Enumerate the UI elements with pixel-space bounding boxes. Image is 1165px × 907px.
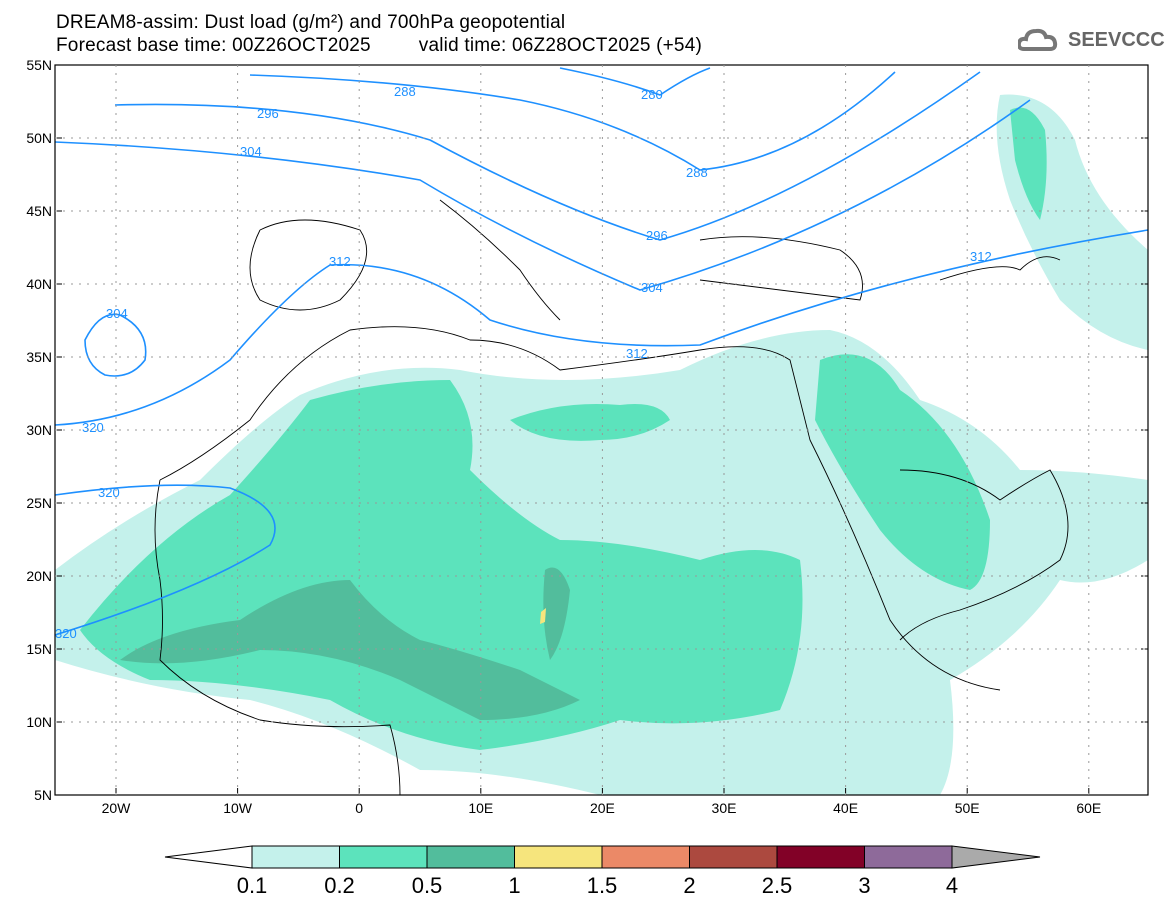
colorbar-swatch (776, 845, 865, 869)
colorbar-tick-label: 1 (508, 873, 520, 898)
seevccc-logo: SEEVCCC (1018, 27, 1165, 53)
colorbar-swatch (689, 845, 778, 869)
lat-tick-label: 20N (26, 568, 52, 584)
colorbar-high-arrow (951, 845, 1041, 869)
longitude-axis: 20W 10W 0 10E 20E 30E 40E 50E 60E (102, 65, 1101, 816)
contour-label: 288 (394, 84, 416, 99)
lat-tick-label: 5N (34, 787, 52, 803)
coastlines (154, 199, 1069, 796)
colorbar-low-arrow (164, 845, 253, 869)
lat-tick-label: 55N (26, 57, 52, 73)
lat-tick-label: 45N (26, 203, 52, 219)
dust-level-0-5 (120, 580, 580, 720)
lon-tick-label: 10W (223, 800, 253, 816)
geopotential-contours (54, 67, 1149, 636)
base-time: Forecast base time: 00Z26OCT2025 (56, 35, 371, 56)
logo-text: SEEVCCC (1068, 28, 1165, 51)
contour-label: 304 (641, 280, 663, 295)
colorbar-swatch (251, 845, 340, 869)
contour-label: 288 (686, 165, 708, 180)
contour-label: 304 (106, 306, 128, 321)
lat-tick-label: 15N (26, 641, 52, 657)
colorbar-tick-label: 0.1 (237, 873, 268, 898)
forecast-times: Forecast base time: 00Z26OCT2025 valid ti… (56, 35, 702, 57)
contour-label: 304 (240, 144, 262, 159)
colorbar: 0.1 0.2 0.5 1 1.5 2 2.5 3 4 (164, 845, 1041, 898)
lat-tick-label: 10N (26, 714, 52, 730)
dust-level-0-2-arabia (815, 354, 990, 590)
colorbar-tick-label: 4 (946, 873, 958, 898)
colorbar-swatch (339, 845, 428, 869)
dust-level-0-2-north (510, 404, 670, 441)
lon-tick-label: 20W (102, 800, 132, 816)
lon-tick-label: 30E (712, 800, 737, 816)
map-title: DREAM8-assim: Dust load (g/m²) and 700hP… (56, 12, 566, 33)
contour-label: 320 (55, 626, 77, 641)
contour-labels: 288 280 296 304 288 296 304 312 312 304 … (55, 84, 992, 641)
dust-level-0-2-caspian (1010, 107, 1047, 220)
lat-tick-label: 50N (26, 130, 52, 146)
colorbar-tick-label: 2.5 (762, 873, 793, 898)
lat-tick-label: 25N (26, 495, 52, 511)
contour-label: 296 (646, 228, 668, 243)
lon-tick-label: 60E (1076, 800, 1101, 816)
dust-level-1 (540, 608, 546, 624)
dust-level-0-5-chad (543, 567, 570, 660)
valid-time: valid time: 06Z28OCT2025 (+54) (418, 35, 702, 56)
lon-tick-label: 50E (955, 800, 980, 816)
colorbar-swatch (601, 845, 690, 869)
contour-label: 312 (970, 249, 992, 264)
lat-tick-label: 35N (26, 349, 52, 365)
lon-tick-label: 20E (590, 800, 615, 816)
contour-label: 296 (257, 106, 279, 121)
colorbar-swatch (426, 845, 515, 869)
colorbar-swatch (864, 845, 953, 869)
colorbar-tick-label: 0.2 (324, 873, 355, 898)
lon-tick-label: 40E (833, 800, 858, 816)
cloud-icon (1018, 28, 1058, 51)
lon-tick-label: 0 (355, 800, 363, 816)
contour-label: 280 (641, 87, 663, 102)
contour-label: 312 (329, 254, 351, 269)
latitude-axis: 55N 50N 45N 40N 35N 30N 25N 20N 15N 10N 5N (26, 57, 1148, 803)
lat-tick-label: 30N (26, 422, 52, 438)
colorbar-tick-label: 3 (858, 873, 870, 898)
colorbar-swatch (514, 845, 603, 869)
lat-tick-label: 40N (26, 276, 52, 292)
dust-field (55, 94, 1148, 795)
colorbar-tick-label: 2 (683, 873, 695, 898)
contour-label: 312 (626, 346, 648, 361)
colorbar-tick-label: 1.5 (587, 873, 618, 898)
contour-label: 320 (98, 485, 120, 500)
lon-tick-label: 10E (468, 800, 493, 816)
dust-level-0-2 (80, 380, 803, 750)
colorbar-tick-label: 0.5 (412, 873, 443, 898)
contour-label: 320 (82, 420, 104, 435)
